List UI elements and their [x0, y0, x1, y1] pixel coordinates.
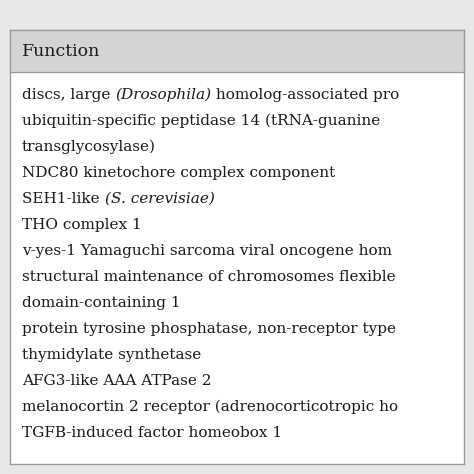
- Text: homolog-associated pro: homolog-associated pro: [211, 88, 400, 102]
- Text: THO complex 1: THO complex 1: [22, 218, 142, 232]
- Text: thymidylate synthetase: thymidylate synthetase: [22, 348, 201, 362]
- Text: AFG3-like AAA ATPase 2: AFG3-like AAA ATPase 2: [22, 374, 211, 388]
- Text: SEH1-like: SEH1-like: [22, 192, 104, 206]
- Text: ubiquitin-specific peptidase 14 (tRNA-guanine: ubiquitin-specific peptidase 14 (tRNA-gu…: [22, 114, 380, 128]
- Text: NDC80 kinetochore complex component: NDC80 kinetochore complex component: [22, 166, 335, 180]
- Text: structural maintenance of chromosomes flexible: structural maintenance of chromosomes fl…: [22, 270, 396, 284]
- Text: transglycosylase): transglycosylase): [22, 140, 156, 154]
- Text: (S. cerevisiae): (S. cerevisiae): [104, 192, 214, 206]
- Text: (Drosophila): (Drosophila): [115, 88, 211, 102]
- Text: discs, large: discs, large: [22, 88, 115, 102]
- Text: v-yes-1 Yamaguchi sarcoma viral oncogene hom: v-yes-1 Yamaguchi sarcoma viral oncogene…: [22, 244, 392, 258]
- Text: melanocortin 2 receptor (adrenocorticotropic ho: melanocortin 2 receptor (adrenocorticotr…: [22, 400, 398, 414]
- Text: TGFB-induced factor homeobox 1: TGFB-induced factor homeobox 1: [22, 426, 282, 440]
- Text: domain-containing 1: domain-containing 1: [22, 296, 181, 310]
- Text: Function: Function: [22, 43, 100, 60]
- Text: protein tyrosine phosphatase, non-receptor type: protein tyrosine phosphatase, non-recept…: [22, 322, 396, 336]
